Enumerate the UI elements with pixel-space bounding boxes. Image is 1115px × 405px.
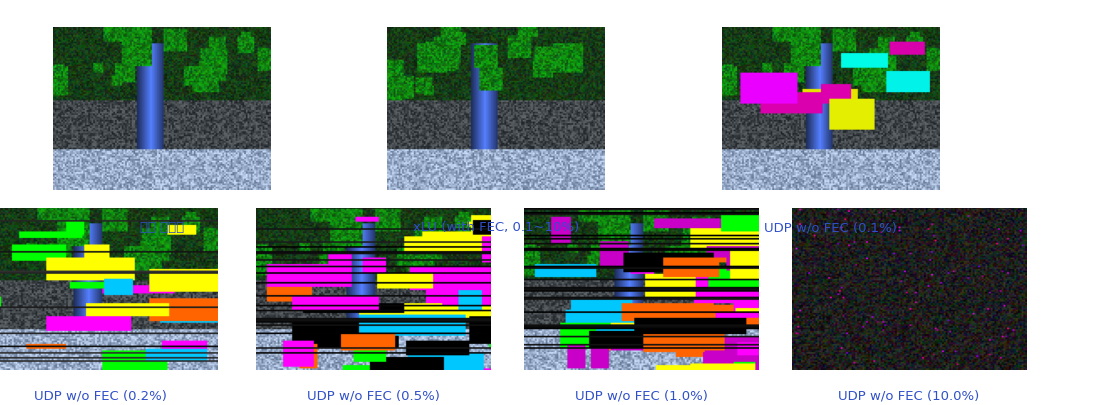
Text: UDP w/o FEC (0.1%): UDP w/o FEC (0.1%): [764, 221, 898, 234]
Text: UDP w/o FEC (10.0%): UDP w/o FEC (10.0%): [838, 389, 979, 402]
Text: UDP w/o FEC (0.5%): UDP w/o FEC (0.5%): [307, 389, 440, 402]
Text: UDP w/o FEC (0.2%): UDP w/o FEC (0.2%): [33, 389, 167, 402]
Text: 원본 데이터: 원본 데이터: [139, 221, 184, 234]
Text: UDP w/o FEC (1.0%): UDP w/o FEC (1.0%): [574, 389, 708, 402]
Text: xLU (with FEC, 0.1~10%): xLU (with FEC, 0.1~10%): [413, 221, 580, 234]
